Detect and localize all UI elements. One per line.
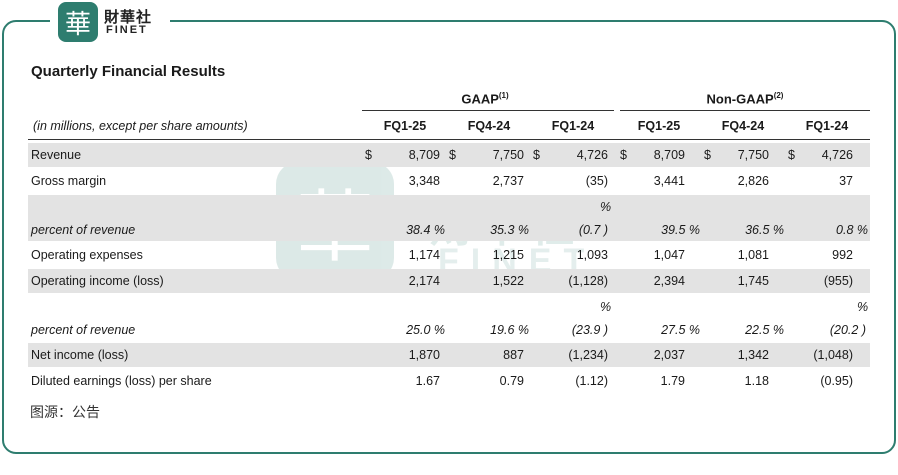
cell-value: (1,048)	[813, 348, 853, 362]
cell-value: 7,750	[492, 148, 524, 162]
cell-value: 0.79	[499, 374, 524, 388]
finet-logo-en: FINET	[106, 24, 148, 36]
cell-value: (1.12)	[575, 374, 608, 388]
cell-value: 1.79	[660, 374, 685, 388]
gaap-underline	[362, 110, 614, 111]
dollar-sign: $	[533, 148, 540, 162]
cell-value: 1,081	[737, 248, 769, 262]
table-row: Gross margin 3,348 2,737 (35) 3,441 2,82…	[28, 169, 870, 193]
table-row: Net income (loss) 1,870 887 (1,234) 2,03…	[28, 343, 870, 367]
percent-sign: %	[600, 200, 612, 214]
cell-value: (955)	[823, 274, 853, 288]
cell-value: 2,737	[492, 174, 524, 188]
cell-value: 4,726	[576, 148, 608, 162]
percent-sign: %	[600, 300, 612, 314]
dollar-sign: $	[449, 148, 456, 162]
content-frame	[2, 20, 896, 454]
cell-value: 1.18	[744, 374, 769, 388]
table-row: Operating expenses 1,174 1,215 1,093 1,0…	[28, 243, 870, 267]
non-gaap-underline	[620, 110, 870, 111]
cell-value: (1,128)	[568, 274, 608, 288]
percent-sign: %	[857, 300, 869, 314]
table-row: % percent of revenue 38.4 % 35.3 % (0.7 …	[28, 195, 870, 241]
cell-value: 27.5 %	[661, 323, 700, 337]
cell-value: 0.8 %	[836, 223, 868, 237]
cell-value: 2,394	[653, 274, 685, 288]
table-subheader: (in millions, except per share amounts)	[33, 119, 248, 133]
dollar-sign: $	[788, 148, 795, 162]
group-label: GAAP	[461, 91, 499, 107]
row-label: percent of revenue	[31, 323, 136, 337]
cell-value: 36.5 %	[745, 223, 784, 237]
cell-value: 992	[832, 248, 853, 262]
cell-value: 1,870	[408, 348, 440, 362]
table-row: Operating income (loss) 2,174 1,522 (1,1…	[28, 269, 870, 293]
dollar-sign: $	[704, 148, 711, 162]
cell-value: 35.3 %	[490, 223, 529, 237]
cell-value: 1,215	[492, 248, 524, 262]
col-header: FQ4-24	[467, 119, 511, 133]
source-note: 图源：公告	[30, 405, 100, 421]
cell-value: (35)	[585, 174, 608, 188]
table-row: Diluted earnings (loss) per share 1.67 0…	[28, 369, 870, 393]
cell-value: 2,174	[408, 274, 440, 288]
cell-value: 37	[839, 174, 853, 188]
row-label: Gross margin	[31, 174, 107, 188]
cell-value: 39.5 %	[661, 223, 700, 237]
dollar-sign: $	[365, 148, 372, 162]
cell-value: (1,234)	[568, 348, 608, 362]
group-header-gaap: GAAP(1)	[440, 91, 530, 106]
cell-value: 8,709	[408, 148, 440, 162]
cell-value: (23.9 )	[571, 323, 608, 337]
row-label: Net income (loss)	[31, 348, 129, 362]
table-title: Quarterly Financial Results	[31, 63, 226, 80]
cell-value: 887	[503, 348, 524, 362]
cell-value: 3,348	[408, 174, 440, 188]
cell-value: 8,709	[653, 148, 685, 162]
row-label: Diluted earnings (loss) per share	[31, 374, 212, 388]
cell-value: 1,047	[653, 248, 685, 262]
cell-value: 2,037	[653, 348, 685, 362]
col-header: FQ1-24	[551, 119, 595, 133]
group-note: (2)	[773, 91, 784, 100]
cell-value: 1,342	[737, 348, 769, 362]
row-label: percent of revenue	[31, 223, 136, 237]
finet-logo-seal: 華	[58, 2, 98, 42]
table-row: Revenue $ $ $ $ $ $ 8,709 7,750 4,726 8,…	[28, 143, 870, 167]
cell-value: 4,726	[821, 148, 853, 162]
group-label: Non-GAAP	[706, 91, 774, 107]
row-label: Operating income (loss)	[31, 274, 164, 288]
cell-value: (0.95)	[820, 374, 853, 388]
cell-value: 25.0 %	[406, 323, 445, 337]
group-note: (1)	[498, 91, 509, 100]
row-label: Operating expenses	[31, 248, 143, 262]
dollar-sign: $	[620, 148, 627, 162]
finet-logo-cn: 財華社	[104, 8, 153, 26]
cell-value: 19.6 %	[490, 323, 529, 337]
cell-value: 1,522	[492, 274, 524, 288]
row-label: Revenue	[31, 148, 82, 162]
cell-value: 1,093	[576, 248, 608, 262]
cell-value: (20.2 )	[829, 323, 866, 337]
col-header: FQ1-24	[805, 119, 849, 133]
group-header-non-gaap: Non-GAAP(2)	[690, 91, 800, 106]
cell-value: (0.7 )	[578, 223, 608, 237]
col-header: FQ1-25	[637, 119, 681, 133]
table-row: % % percent of revenue 25.0 % 19.6 % (23…	[28, 295, 870, 341]
header-rule	[28, 139, 870, 140]
cell-value: 2,826	[737, 174, 769, 188]
col-header: FQ4-24	[721, 119, 765, 133]
cell-value: 22.5 %	[745, 323, 784, 337]
cell-value: 1.67	[415, 374, 440, 388]
col-header: FQ1-25	[383, 119, 427, 133]
cell-value: 1,745	[737, 274, 769, 288]
cell-value: 38.4 %	[406, 223, 445, 237]
cell-value: 7,750	[737, 148, 769, 162]
cell-value: 1,174	[408, 248, 440, 262]
cell-value: 3,441	[653, 174, 685, 188]
